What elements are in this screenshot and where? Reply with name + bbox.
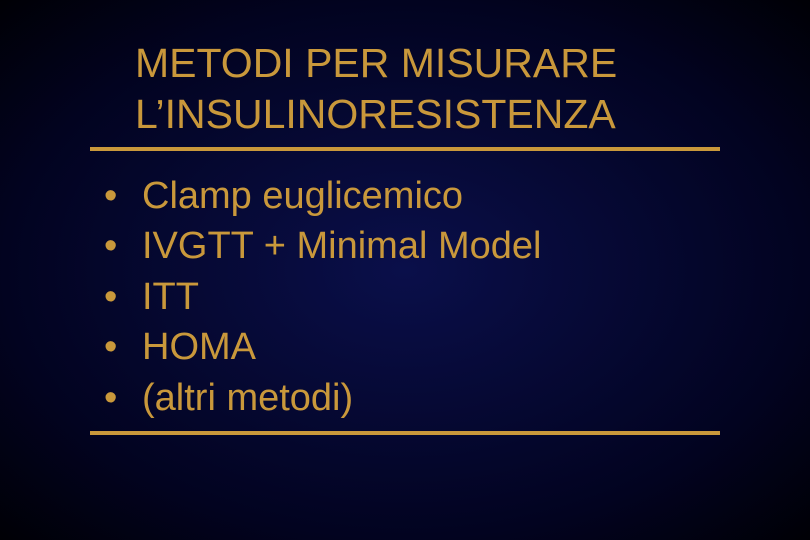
list-item-label: ITT — [142, 276, 199, 318]
list-item: HOMA — [90, 322, 720, 373]
list-item-label: Clamp euglicemico — [142, 175, 463, 217]
slide-title: METODI PER MISURARE L’INSULINORESISTENZA — [135, 38, 720, 141]
slide: METODI PER MISURARE L’INSULINORESISTENZA… — [0, 0, 810, 540]
divider-top — [90, 147, 720, 151]
list-item-label: IVGTT + Minimal Model — [142, 225, 541, 267]
list-item: (altri metodi) — [90, 373, 720, 424]
list-item-label: HOMA — [142, 326, 256, 368]
title-line-1: METODI PER MISURARE — [135, 40, 617, 86]
list-item: Clamp euglicemico — [90, 171, 720, 222]
list-item: ITT — [90, 272, 720, 323]
list-item: IVGTT + Minimal Model — [90, 221, 720, 272]
divider-bottom — [90, 431, 720, 435]
title-line-2: L’INSULINORESISTENZA — [135, 91, 616, 137]
list-item-label: (altri metodi) — [142, 377, 353, 419]
bullet-list: Clamp euglicemico IVGTT + Minimal Model … — [90, 171, 720, 424]
